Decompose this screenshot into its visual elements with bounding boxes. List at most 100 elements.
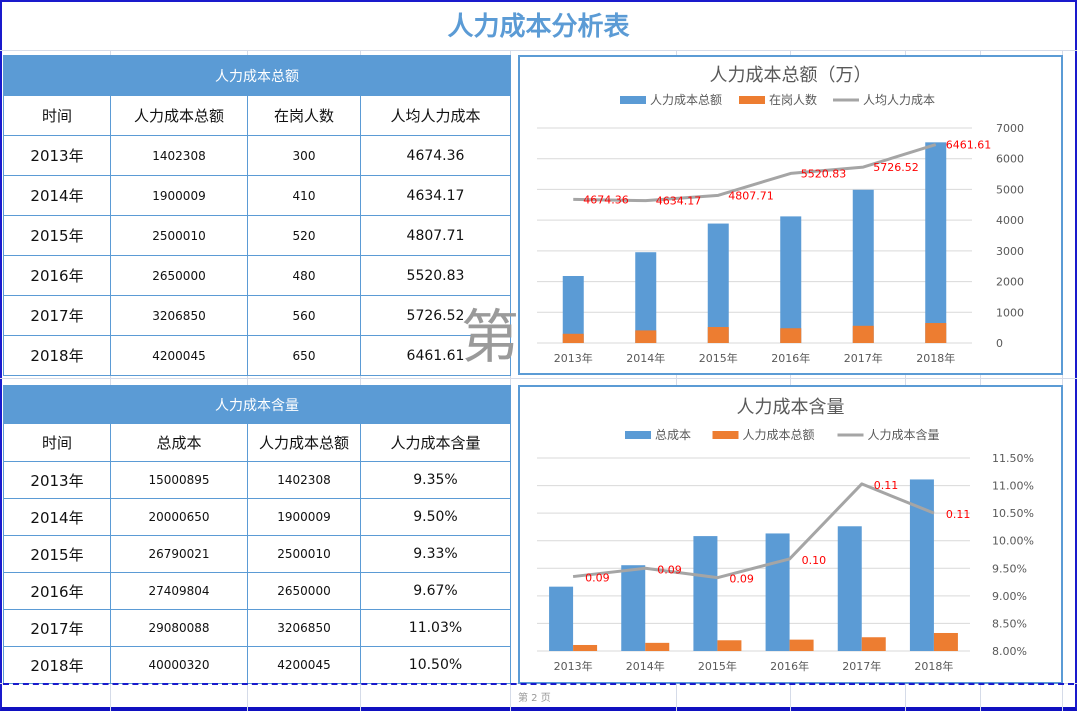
bar-secondary xyxy=(925,323,947,343)
table-cell[interactable]: 29080088 xyxy=(110,609,248,647)
gridline xyxy=(247,50,248,711)
gridline xyxy=(360,50,361,711)
table-cell[interactable]: 3206850 xyxy=(110,295,248,336)
table-cell[interactable]: 2014年 xyxy=(3,498,111,536)
legend-label: 总成本 xyxy=(655,428,691,442)
table-row: 2016年 2650000 480 5520.83 xyxy=(3,255,511,296)
bar-secondary xyxy=(645,642,670,651)
bar-primary xyxy=(852,189,874,343)
x-tick-label: 2013年 xyxy=(554,351,593,365)
table-cell[interactable]: 2013年 xyxy=(3,135,111,176)
legend-label: 人力成本含量 xyxy=(868,427,940,442)
bar-secondary xyxy=(852,325,874,343)
table-cell[interactable]: 2016年 xyxy=(3,255,111,296)
table-cell[interactable]: 2014年 xyxy=(3,175,111,216)
bar-primary xyxy=(693,536,718,651)
table-row: 2016年 27409804 2650000 9.67% xyxy=(3,572,511,610)
x-tick-label: 2014年 xyxy=(626,659,665,673)
bar-secondary xyxy=(635,330,657,343)
bar-secondary xyxy=(789,639,814,651)
table-cell[interactable]: 5520.83 xyxy=(360,255,511,296)
x-tick-label: 2016年 xyxy=(770,659,809,673)
y-tick-label: 7000 xyxy=(996,122,1024,135)
x-tick-label: 2015年 xyxy=(698,659,737,673)
table-cell[interactable]: 2017年 xyxy=(3,609,111,647)
table-cell[interactable]: 2018年 xyxy=(3,646,111,684)
x-tick-label: 2018年 xyxy=(914,659,953,673)
table-cell[interactable]: 2650000 xyxy=(247,572,361,610)
table-cell[interactable]: 10.50% xyxy=(360,646,511,684)
table-cell[interactable]: 2500010 xyxy=(110,215,248,256)
table-cell[interactable]: 300 xyxy=(247,135,361,176)
table-cell[interactable]: 15000895 xyxy=(110,461,248,499)
bar-primary xyxy=(765,533,790,651)
y-tick-label: 8.00% xyxy=(992,645,1027,658)
bar-primary xyxy=(925,142,947,343)
table-cell[interactable]: 27409804 xyxy=(110,572,248,610)
table-band-title: 人力成本含量 xyxy=(3,385,511,424)
table-cell[interactable]: 2017年 xyxy=(3,295,111,336)
chart-title: 人力成本含量 xyxy=(737,397,845,418)
table-cell[interactable]: 480 xyxy=(247,255,361,296)
table-cell[interactable]: 5726.52 xyxy=(360,295,511,336)
bar-primary xyxy=(707,223,729,343)
table-cell[interactable]: 1402308 xyxy=(247,461,361,499)
table-cell[interactable]: 9.50% xyxy=(360,498,511,536)
table-cell[interactable]: 2013年 xyxy=(3,461,111,499)
table-cell[interactable]: 6461.61 xyxy=(360,335,511,376)
table-cell[interactable]: 11.03% xyxy=(360,609,511,647)
y-tick-label: 11.00% xyxy=(992,480,1034,493)
table-cell[interactable]: 3206850 xyxy=(247,609,361,647)
table-cell[interactable]: 26790021 xyxy=(110,535,248,573)
gridline xyxy=(110,50,111,711)
table-cell[interactable]: 2018年 xyxy=(3,335,111,376)
table-cell[interactable]: 650 xyxy=(247,335,361,376)
table-cell[interactable]: 1402308 xyxy=(110,135,248,176)
data-label: 4807.71 xyxy=(728,189,774,202)
table-cell[interactable]: 1900009 xyxy=(110,175,248,216)
table-cell[interactable]: 4200045 xyxy=(247,646,361,684)
page-number-label: 第 2 页 xyxy=(518,693,551,704)
labor-cost-total-chart[interactable]: 人力成本总额（万） 人力成本总额 在岗人数 人均人力成本 0 1000 2000 3000 40… xyxy=(518,55,1063,375)
table-cell[interactable]: 4200045 xyxy=(110,335,248,376)
table-cell[interactable]: 40000320 xyxy=(110,646,248,684)
gridline xyxy=(1062,50,1063,711)
table-cell[interactable]: 2015年 xyxy=(3,215,111,256)
table-cell[interactable]: 2500010 xyxy=(247,535,361,573)
table-header-row: 时间 总成本 人力成本总额 人力成本含量 xyxy=(3,423,511,462)
labor-cost-ratio-chart[interactable]: 人力成本含量 总成本 人力成本总额 人力成本含量 8.00% 8.50% 9.00% 9.50… xyxy=(518,385,1063,684)
column-header: 人力成本含量 xyxy=(360,423,511,462)
table-cell[interactable]: 4674.36 xyxy=(360,135,511,176)
gridline xyxy=(790,50,791,711)
table-cell[interactable]: 520 xyxy=(247,215,361,256)
y-tick-label: 1000 xyxy=(996,306,1024,319)
bar-primary xyxy=(635,252,657,343)
table-cell[interactable]: 2015年 xyxy=(3,535,111,573)
table-row: 2013年 15000895 1402308 9.35% xyxy=(3,461,511,499)
table-cell[interactable]: 1900009 xyxy=(247,498,361,536)
series-line xyxy=(573,143,937,203)
labor-cost-ratio-table: 人力成本含量 时间 总成本 人力成本总额 人力成本含量 2013年 15000895 1402… xyxy=(3,385,511,684)
bar-secondary xyxy=(861,637,886,651)
x-tick-label: 2013年 xyxy=(554,659,593,673)
table-cell[interactable]: 9.67% xyxy=(360,572,511,610)
bar-secondary xyxy=(562,333,584,343)
y-tick-label: 6000 xyxy=(996,153,1024,166)
column-header: 时间 xyxy=(3,423,111,462)
series-line xyxy=(572,482,935,580)
y-tick-label: 11.50% xyxy=(992,452,1034,465)
table-cell[interactable]: 4807.71 xyxy=(360,215,511,256)
x-tick-label: 2015年 xyxy=(699,351,738,365)
table-cell[interactable]: 9.35% xyxy=(360,461,511,499)
table-cell[interactable]: 9.33% xyxy=(360,535,511,573)
table-cell[interactable]: 20000650 xyxy=(110,498,248,536)
table-cell[interactable]: 2016年 xyxy=(3,572,111,610)
table-cell[interactable]: 4634.17 xyxy=(360,175,511,216)
table-row: 2013年 1402308 300 4674.36 xyxy=(3,135,511,176)
table-cell[interactable]: 410 xyxy=(247,175,361,216)
table-cell[interactable]: 2650000 xyxy=(110,255,248,296)
table-cell[interactable]: 560 xyxy=(247,295,361,336)
data-label: 5726.52 xyxy=(873,161,919,174)
